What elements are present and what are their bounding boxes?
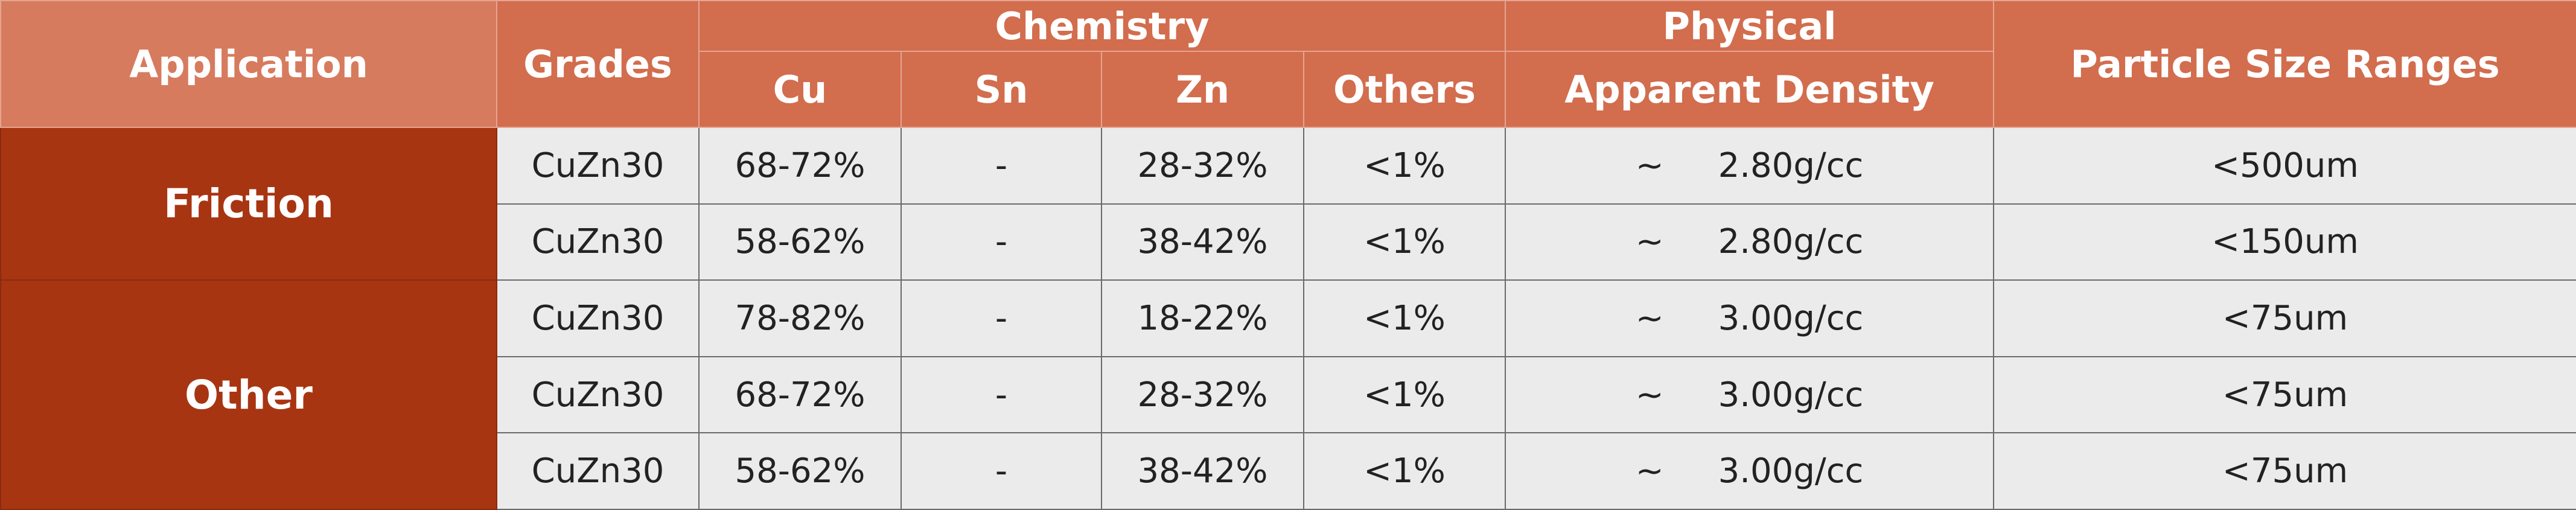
cell: <1% <box>1302 203 1506 281</box>
cell: ~3.00g/cc <box>1505 432 1995 510</box>
density: 3.00g/cc <box>1718 451 1864 491</box>
cell: 18-22% <box>1101 279 1304 357</box>
cell: 68-72% <box>698 355 902 434</box>
cell: CuZn30 <box>496 127 700 205</box>
header-cell: Physical <box>1505 0 1995 52</box>
density: 3.00g/cc <box>1718 298 1864 338</box>
density: 2.80g/cc <box>1718 145 1864 185</box>
header-cell: Application <box>0 0 497 128</box>
cell: <500um <box>1993 127 2576 205</box>
cell: CuZn30 <box>496 432 700 510</box>
table-row: Friction CuZn30 68-72% -28-32% <1% ~2.80g/cc <… <box>0 126 2576 281</box>
cell: <1% <box>1302 279 1506 357</box>
header-cell: Particle Size Ranges <box>1993 0 2576 128</box>
cell: ~3.00g/cc <box>1505 355 1995 434</box>
cell: ~2.80g/cc <box>1505 127 1995 205</box>
table-body: Friction CuZn30 68-72% -28-32% <1% ~2.80g/cc <… <box>0 126 2576 510</box>
cell: - <box>901 355 1102 434</box>
cell: ~3.00g/cc <box>1505 279 1995 357</box>
group-cell: Other <box>0 279 497 510</box>
table-row: CuZn30 68-72% -28-32% <1% ~3.00g/cc <75um <box>1 355 2576 434</box>
cell: CuZn30 <box>496 203 700 281</box>
tilde: ~ <box>1635 222 1664 262</box>
header-cell: Apparent Density <box>1505 51 1995 128</box>
cell: <150um <box>1993 203 2576 281</box>
tilde: ~ <box>1635 298 1664 338</box>
table-row: Other CuZn30 78-82% -18-22% <1% ~3.00g/cc <75u… <box>0 279 2576 510</box>
cell: <75um <box>1993 279 2576 357</box>
cell: - <box>901 203 1102 281</box>
header-cell: Others <box>1302 51 1506 128</box>
cell: <75um <box>1993 432 2576 510</box>
tilde: ~ <box>1635 375 1664 415</box>
cell: 78-82% <box>698 279 902 357</box>
cell: 38-42% <box>1101 203 1304 281</box>
table-row: CuZn30 58-62% -38-42% <1% ~3.00g/cc <75um <box>1 432 2576 510</box>
header-cell: Grades <box>496 0 700 128</box>
cell: ~2.80g/cc <box>1505 203 1995 281</box>
header-cell: Chemistry <box>698 0 1506 52</box>
group-cell: Friction <box>0 126 497 281</box>
tilde: ~ <box>1635 145 1664 185</box>
tilde: ~ <box>1635 451 1664 491</box>
table-row: CuZn30 58-62% -38-42% <1% ~2.80g/cc <150um <box>1 203 2576 281</box>
cell: 38-42% <box>1101 432 1304 510</box>
cell: 58-62% <box>698 432 902 510</box>
header-cell: Cu <box>698 51 902 128</box>
cell: <75um <box>1993 355 2576 434</box>
cell: <1% <box>1302 432 1506 510</box>
cell: 28-32% <box>1101 355 1304 434</box>
cell: 68-72% <box>698 127 902 205</box>
cell: <1% <box>1302 355 1506 434</box>
header-cell: Zn <box>1101 51 1304 128</box>
density: 3.00g/cc <box>1718 375 1864 415</box>
cell: - <box>901 432 1102 510</box>
cell: - <box>901 127 1102 205</box>
density: 2.80g/cc <box>1718 222 1864 262</box>
cell: - <box>901 279 1102 357</box>
cell: 28-32% <box>1101 127 1304 205</box>
cell: 58-62% <box>698 203 902 281</box>
cell: CuZn30 <box>496 279 700 357</box>
cell: <1% <box>1302 127 1506 205</box>
header-cell: Sn <box>901 51 1102 128</box>
cell: CuZn30 <box>496 355 700 434</box>
